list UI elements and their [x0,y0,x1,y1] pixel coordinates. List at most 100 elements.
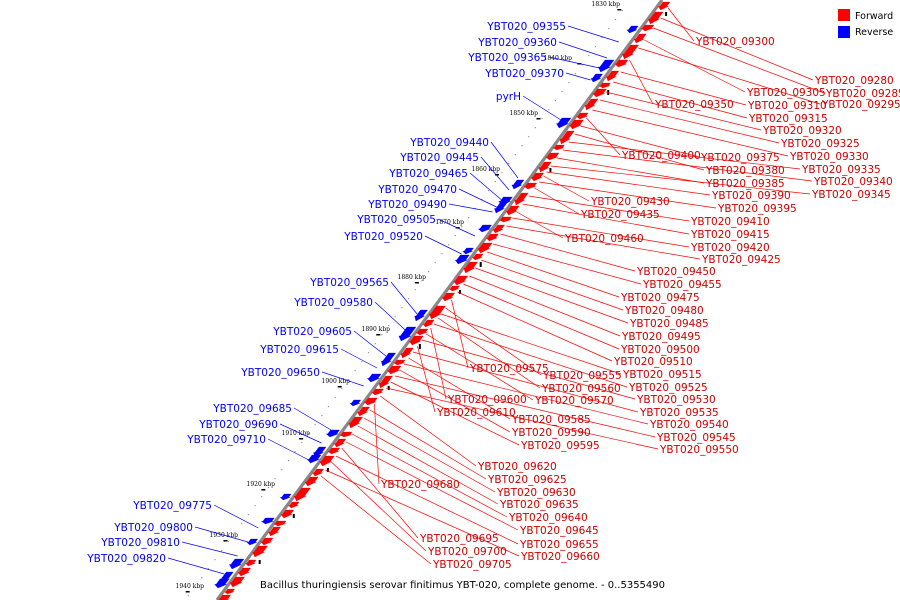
forward-label-ybt020-09310[interactable]: YBT020_09310 [747,100,827,112]
forward-label-ybt020-09600[interactable]: YBT020_09600 [447,394,527,406]
reverse-label-ybt020-09365[interactable]: YBT020_09365 [467,52,547,64]
forward-label-ybt020-09425[interactable]: YBT020_09425 [701,254,781,266]
forward-label-ybt020-09400[interactable]: YBT020_09400 [621,150,701,162]
forward-label-ybt020-09340[interactable]: YBT020_09340 [813,176,893,188]
reverse-label-ybt020-09690[interactable]: YBT020_09690 [198,419,278,431]
reverse-label-ybt020-09370[interactable]: YBT020_09370 [484,68,564,80]
ruler-dot [381,334,383,336]
forward-label-ybt020-09555[interactable]: YBT020_09555 [542,370,622,382]
forward-label-ybt020-09645[interactable]: YBT020_09645 [519,525,599,537]
reverse-label-pyrh[interactable]: pyrH [496,91,521,103]
reverse-label-ybt020-09605[interactable]: YBT020_09605 [272,326,352,338]
forward-label-ybt020-09680[interactable]: YBT020_09680 [380,479,460,491]
forward-label-ybt020-09545[interactable]: YBT020_09545 [656,432,736,444]
forward-label-ybt020-09305[interactable]: YBT020_09305 [746,87,826,99]
forward-label-ybt020-09635[interactable]: YBT020_09635 [499,499,579,511]
forward-label-ybt020-09430[interactable]: YBT020_09430 [590,196,670,208]
forward-label-ybt020-09700[interactable]: YBT020_09700 [427,546,507,558]
forward-label-ybt020-09525[interactable]: YBT020_09525 [628,382,708,394]
reverse-label-ybt020-09775[interactable]: YBT020_09775 [132,500,212,512]
ruler-dot [468,217,470,219]
forward-label-ybt020-09285[interactable]: YBT020_09285 [825,88,900,100]
forward-label-ybt020-09320[interactable]: YBT020_09320 [762,125,842,137]
label-leaders [167,7,825,575]
forward-label-ybt020-09325[interactable]: YBT020_09325 [780,138,860,150]
forward-label-ybt020-09620[interactable]: YBT020_09620 [477,461,557,473]
forward-label-ybt020-09655[interactable]: YBT020_09655 [519,539,599,551]
forward-label-ybt020-09395[interactable]: YBT020_09395 [717,203,797,215]
forward-label-ybt020-09380[interactable]: YBT020_09380 [705,165,785,177]
reverse-label-ybt020-09490[interactable]: YBT020_09490 [367,199,447,211]
forward-label-ybt020-09570[interactable]: YBT020_09570 [534,395,614,407]
forward-leader-ybt020-09310 [620,71,747,106]
reverse-label-ybt020-09465[interactable]: YBT020_09465 [388,168,468,180]
forward-leader-ybt020-09530 [421,339,636,400]
forward-label-ybt020-09375[interactable]: YBT020_09375 [700,152,780,164]
forward-label-ybt020-09660[interactable]: YBT020_09660 [520,551,600,563]
forward-label-ybt020-09530[interactable]: YBT020_09530 [636,394,716,406]
forward-label-ybt020-09590[interactable]: YBT020_09590 [511,427,591,439]
forward-label-ybt020-09540[interactable]: YBT020_09540 [649,419,729,431]
forward-label-ybt020-09435[interactable]: YBT020_09435 [580,209,660,221]
reverse-label-ybt020-09650[interactable]: YBT020_09650 [240,367,320,379]
forward-gene [492,224,505,234]
ruler-dot [387,325,390,327]
forward-label-ybt020-09640[interactable]: YBT020_09640 [508,512,588,524]
reverse-label-ybt020-09810[interactable]: YBT020_09810 [100,537,180,549]
forward-label-ybt020-09280[interactable]: YBT020_09280 [814,75,894,87]
forward-label-ybt020-09450[interactable]: YBT020_09450 [636,266,716,278]
forward-label-ybt020-09300[interactable]: YBT020_09300 [695,36,775,48]
forward-leader-ybt020-09555 [445,307,542,376]
reverse-label-ybt020-09820[interactable]: YBT020_09820 [86,553,166,565]
forward-leader-ybt020-09655 [335,455,519,545]
forward-label-ybt020-09585[interactable]: YBT020_09585 [511,414,591,426]
forward-label-ybt020-09345[interactable]: YBT020_09345 [811,189,891,201]
reverse-label-ybt020-09615[interactable]: YBT020_09615 [259,344,339,356]
forward-label-ybt020-09575[interactable]: YBT020_09575 [469,363,549,375]
forward-label-ybt020-09595[interactable]: YBT020_09595 [520,440,600,452]
forward-label-ybt020-09560[interactable]: YBT020_09560 [541,383,621,395]
reverse-label-ybt020-09800[interactable]: YBT020_09800 [113,522,193,534]
forward-label-ybt020-09510[interactable]: YBT020_09510 [613,356,693,368]
reverse-label-ybt020-09355[interactable]: YBT020_09355 [486,21,566,33]
reverse-label-ybt020-09580[interactable]: YBT020_09580 [293,297,373,309]
forward-label-ybt020-09500[interactable]: YBT020_09500 [620,344,700,356]
forward-label-ybt020-09485[interactable]: YBT020_09485 [629,318,709,330]
reverse-label-ybt020-09360[interactable]: YBT020_09360 [477,37,557,49]
forward-label-ybt020-09460[interactable]: YBT020_09460 [564,233,644,245]
forward-label-ybt020-09350[interactable]: YBT020_09350 [654,99,734,111]
reverse-label-ybt020-09470[interactable]: YBT020_09470 [377,184,457,196]
forward-label-ybt020-09515[interactable]: YBT020_09515 [622,369,702,381]
forward-label-ybt020-09410[interactable]: YBT020_09410 [690,216,770,228]
reverse-label-ybt020-09505[interactable]: YBT020_09505 [356,214,436,226]
reverse-label-ybt020-09710[interactable]: YBT020_09710 [186,434,266,446]
forward-label-ybt020-09335[interactable]: YBT020_09335 [801,164,881,176]
forward-leader-ybt020-09560 [437,317,541,389]
forward-label-ybt020-09330[interactable]: YBT020_09330 [789,151,869,163]
forward-label-ybt020-09295[interactable]: YBT020_09295 [821,99,900,111]
forward-label-ybt020-09625[interactable]: YBT020_09625 [487,474,567,486]
forward-label-ybt020-09480[interactable]: YBT020_09480 [624,305,704,317]
forward-label-ybt020-09315[interactable]: YBT020_09315 [748,113,828,125]
ruler-dot [294,451,296,453]
forward-label-ybt020-09495[interactable]: YBT020_09495 [621,331,701,343]
reverse-label-ybt020-09520[interactable]: YBT020_09520 [343,231,423,243]
forward-label-ybt020-09390[interactable]: YBT020_09390 [711,190,791,202]
forward-label-ybt020-09610[interactable]: YBT020_09610 [436,407,516,419]
reverse-label-ybt020-09445[interactable]: YBT020_09445 [399,152,479,164]
reverse-label-ybt020-09565[interactable]: YBT020_09565 [309,277,389,289]
forward-label-ybt020-09415[interactable]: YBT020_09415 [690,229,770,241]
forward-gene [606,70,620,82]
reverse-leader-ybt020-09365 [548,56,600,69]
forward-label-ybt020-09455[interactable]: YBT020_09455 [642,279,722,291]
reverse-label-ybt020-09685[interactable]: YBT020_09685 [212,403,292,415]
forward-label-ybt020-09535[interactable]: YBT020_09535 [639,407,719,419]
forward-label-ybt020-09705[interactable]: YBT020_09705 [432,559,512,571]
forward-label-ybt020-09420[interactable]: YBT020_09420 [690,242,770,254]
forward-label-ybt020-09475[interactable]: YBT020_09475 [620,292,700,304]
forward-label-ybt020-09695[interactable]: YBT020_09695 [419,533,499,545]
forward-label-ybt020-09630[interactable]: YBT020_09630 [496,487,576,499]
reverse-label-ybt020-09440[interactable]: YBT020_09440 [409,137,489,149]
forward-label-ybt020-09550[interactable]: YBT020_09550 [659,444,739,456]
forward-label-ybt020-09385[interactable]: YBT020_09385 [705,178,785,190]
